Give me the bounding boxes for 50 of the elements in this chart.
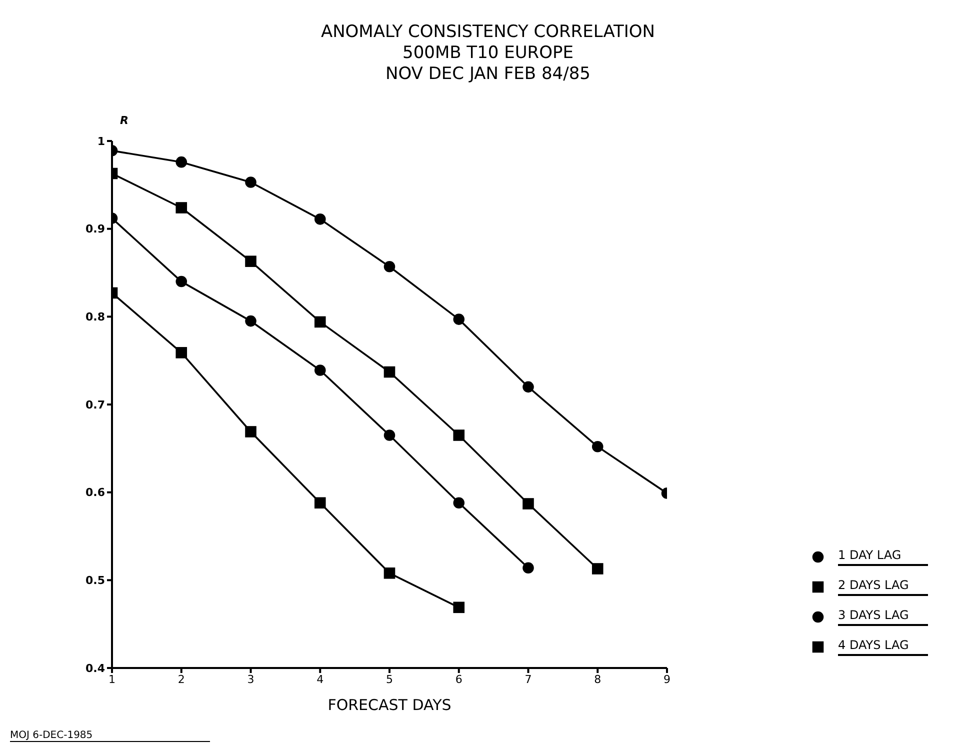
point (592, 441, 604, 452)
legend-label: 2 DAYS LAG (838, 578, 928, 596)
point (522, 562, 534, 574)
y-tick-label: 0.4 (86, 662, 106, 675)
point (453, 497, 465, 509)
legend-label: 4 DAYS LAG (838, 638, 928, 656)
x-tick-label: 4 (316, 672, 324, 686)
point (314, 497, 326, 509)
y-tick-label: 1 (97, 134, 105, 148)
x-tick-label: 7 (524, 672, 532, 686)
legend-label: 1 DAY LAG (838, 548, 928, 566)
x-tick-label: 9 (664, 672, 670, 686)
x-tick-label: 1 (108, 672, 116, 686)
point (245, 176, 256, 188)
point (384, 430, 396, 441)
point (592, 563, 604, 574)
point (522, 381, 534, 393)
point (314, 364, 326, 376)
y-tick-label: 0.7 (86, 398, 105, 412)
point (453, 430, 465, 441)
x-tick-label: 8 (594, 672, 602, 686)
point (314, 214, 326, 225)
x-tick-label: 5 (386, 672, 393, 686)
point (176, 276, 188, 288)
y-axis-title: R (120, 114, 128, 127)
point (176, 202, 188, 214)
point (314, 316, 326, 328)
y-tick-label: 0.6 (86, 486, 106, 500)
point (245, 256, 256, 267)
x-tick-label: 2 (178, 672, 185, 686)
point (245, 426, 256, 438)
x-tick-label: 3 (247, 672, 254, 686)
chart-title: ANOMALY CONSISTENCY CORRELATION (320, 22, 656, 43)
point (453, 314, 465, 325)
point (384, 567, 396, 579)
y-tick-label: 0.5 (86, 574, 105, 588)
point (176, 347, 188, 358)
y-tick-label: 0.8 (86, 310, 105, 324)
x-axis-title: FORECAST DAYS (328, 696, 452, 714)
y-tick-label: 0.9 (86, 222, 105, 236)
point (522, 498, 534, 510)
text: MOJ 6-DEC-1985 (10, 730, 210, 742)
point (176, 156, 188, 168)
point (245, 315, 256, 327)
x-tick-label: 6 (455, 672, 462, 686)
legend-label: 3 DAYS LAG (838, 608, 928, 626)
point (384, 366, 396, 378)
point (453, 602, 465, 614)
chart-subtitle: 500MB T10 EUROPE NOV DEC JAN FEB 84/85 (384, 43, 592, 85)
point (384, 260, 396, 272)
